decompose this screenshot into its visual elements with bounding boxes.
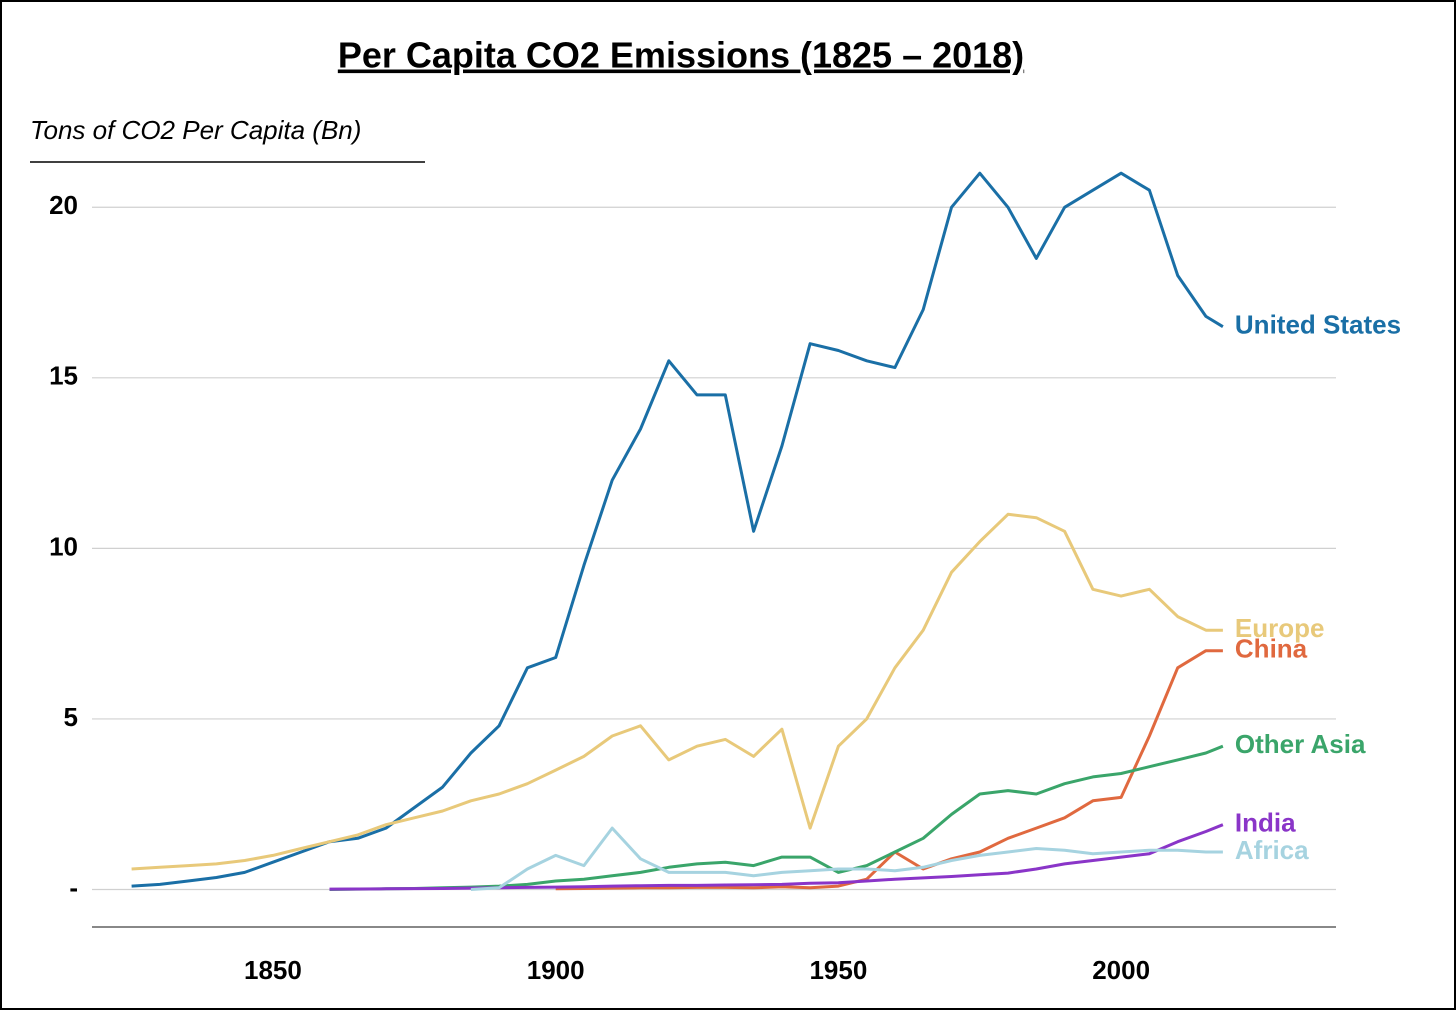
series-label: Europe bbox=[1235, 613, 1325, 643]
x-tick-label: 1850 bbox=[244, 955, 302, 985]
y-tick-label: 10 bbox=[49, 531, 78, 561]
y-tick-label: 20 bbox=[49, 190, 78, 220]
y-axis-label: Tons of CO2 Per Capita (Bn) bbox=[30, 115, 361, 145]
series-label: India bbox=[1235, 808, 1296, 838]
series-line bbox=[131, 171, 1224, 888]
y-tick-label: 5 bbox=[64, 702, 78, 732]
x-tick-label: 2000 bbox=[1092, 955, 1150, 985]
x-tick-label: 1950 bbox=[809, 955, 867, 985]
chart-title: Per Capita CO2 Emissions (1825 – 2018) bbox=[338, 35, 1024, 76]
series-line bbox=[470, 826, 1223, 891]
series-line bbox=[131, 512, 1223, 871]
series-label: Other Asia bbox=[1235, 729, 1366, 759]
y-tick-label: 15 bbox=[49, 361, 78, 391]
series-label: Africa bbox=[1235, 835, 1309, 865]
series-label: China bbox=[1235, 634, 1308, 664]
series-label: United States bbox=[1235, 310, 1401, 340]
x-tick-label: 1900 bbox=[527, 955, 585, 985]
y-tick-label: - bbox=[69, 872, 78, 902]
